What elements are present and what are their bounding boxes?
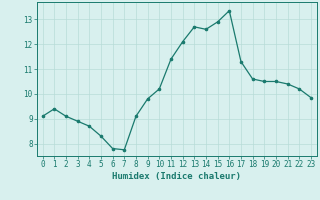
X-axis label: Humidex (Indice chaleur): Humidex (Indice chaleur) — [112, 172, 241, 181]
